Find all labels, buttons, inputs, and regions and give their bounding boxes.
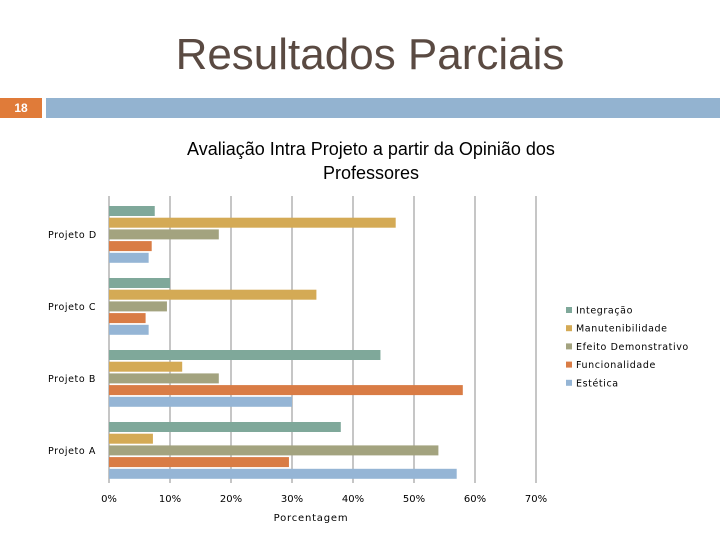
- bar: [109, 361, 183, 372]
- bar: [109, 433, 153, 444]
- bar: [109, 278, 170, 288]
- bar: [109, 313, 146, 324]
- legend-label: Manutenibilidade: [576, 324, 668, 335]
- chart-title-line-1: Avaliação Intra Projeto a partir da Opin…: [187, 139, 555, 159]
- slide-title: Resultados Parciais: [175, 30, 565, 79]
- x-tick-label: 60%: [464, 494, 486, 505]
- category-label: Projeto D: [48, 230, 97, 241]
- x-tick-label: 0%: [101, 494, 117, 505]
- legend-label: Funcionalidade: [576, 360, 656, 371]
- bar: [109, 252, 149, 263]
- x-tick-labels: 0% 10% 20% 30% 40% 50% 60% 70%: [101, 494, 547, 505]
- legend-swatch: [566, 343, 572, 350]
- chart-bars: [109, 206, 463, 479]
- legend-label: Efeito Demonstrativo: [576, 342, 689, 353]
- bar: [109, 468, 457, 479]
- x-axis-label: Porcentagem: [274, 513, 349, 524]
- bar: [109, 289, 317, 300]
- chart-legend: Integração Manutenibilidade Efeito Demonst…: [566, 306, 689, 389]
- slide-number: 18: [14, 101, 28, 115]
- category-label: Projeto B: [48, 374, 96, 385]
- category-label: Projeto A: [48, 446, 96, 457]
- legend-swatch: [566, 361, 572, 368]
- bar: [109, 241, 152, 252]
- category-labels: Projeto D Projeto C Projeto B Projeto A: [48, 230, 97, 457]
- bar: [109, 396, 292, 407]
- chart-grid: [108, 196, 537, 483]
- bar: [109, 206, 155, 216]
- bar: [109, 445, 439, 456]
- bar: [109, 457, 289, 468]
- bar: [109, 373, 219, 384]
- chart-title-line-2: Professores: [323, 163, 419, 183]
- legend-swatch: [566, 307, 572, 313]
- header-accent-band: [46, 98, 720, 118]
- bar: [109, 301, 167, 312]
- category-label: Projeto C: [48, 302, 96, 313]
- x-tick-label: 10%: [159, 494, 181, 505]
- x-tick-label: 70%: [525, 494, 547, 505]
- x-tick-label: 40%: [342, 494, 364, 505]
- x-tick-label: 20%: [220, 494, 242, 505]
- bar: [109, 217, 396, 228]
- bar: [109, 385, 463, 396]
- bar: [109, 324, 149, 335]
- legend-label: Integração: [576, 306, 633, 317]
- legend-swatch: [566, 325, 572, 332]
- legend-label: Estética: [576, 378, 619, 389]
- legend-swatch: [566, 379, 572, 386]
- bar: [109, 229, 219, 240]
- bar: [109, 350, 381, 360]
- bar: [109, 422, 341, 432]
- x-tick-label: 30%: [281, 494, 303, 505]
- slide-number-band: [0, 98, 42, 118]
- x-tick-label: 50%: [403, 494, 425, 505]
